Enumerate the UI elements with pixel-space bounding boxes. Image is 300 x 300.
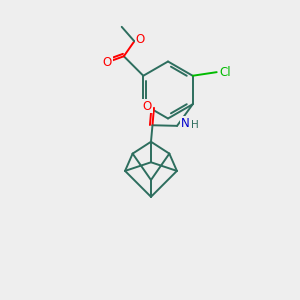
Text: O: O xyxy=(103,56,112,69)
Text: O: O xyxy=(135,33,144,46)
Text: N: N xyxy=(181,117,189,130)
Text: O: O xyxy=(143,100,152,113)
Text: H: H xyxy=(191,120,199,130)
Text: Cl: Cl xyxy=(219,66,231,79)
